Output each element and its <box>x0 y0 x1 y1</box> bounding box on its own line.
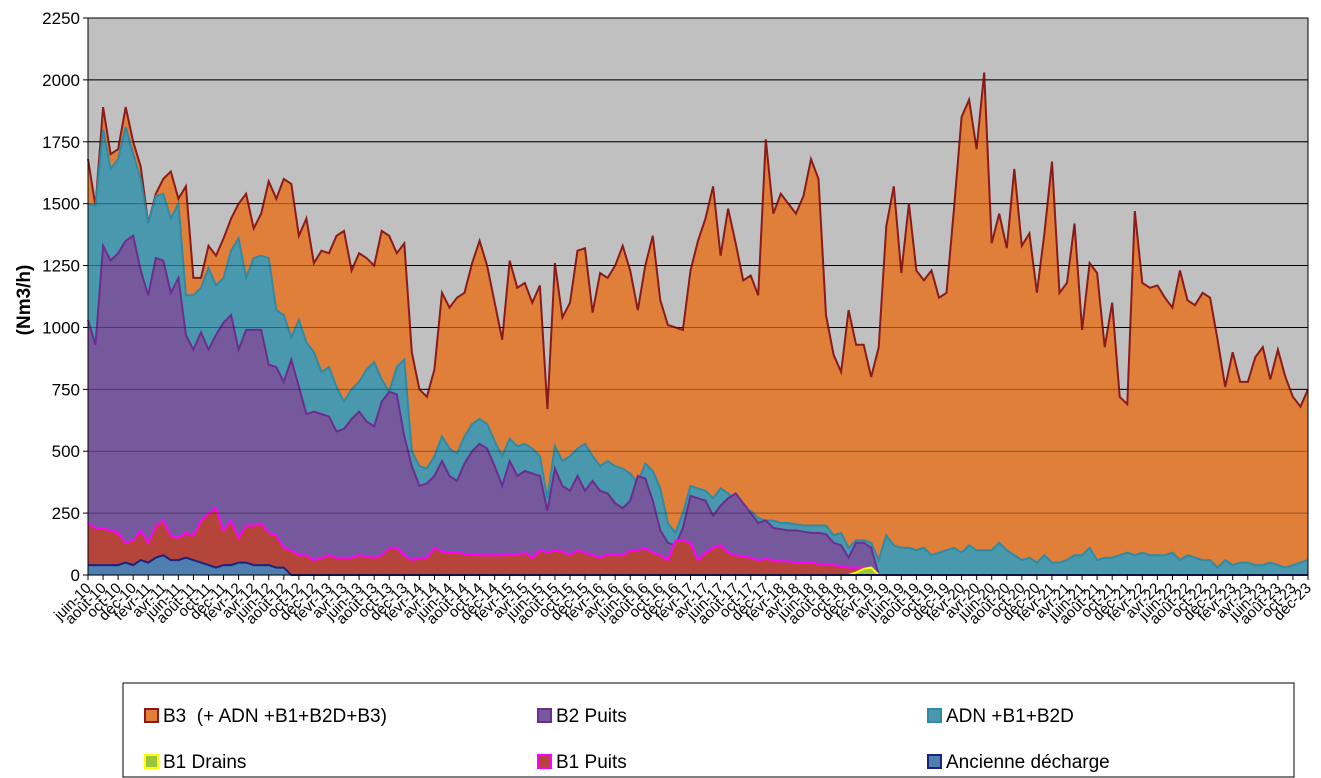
y-axis-label: (Nm3/h) <box>14 265 35 336</box>
legend-box <box>122 682 1295 778</box>
legend-label: ADN +B1+B2D <box>946 706 1074 727</box>
legend-swatch <box>144 708 159 723</box>
y-tick-label: 2250 <box>42 9 80 28</box>
y-tick-label: 2000 <box>42 71 80 90</box>
y-tick-label: 500 <box>52 442 80 461</box>
legend-swatch <box>144 754 159 769</box>
legend-swatch <box>537 754 552 769</box>
area <box>88 555 1308 575</box>
legend-label: B1 Puits <box>556 752 627 773</box>
area-line <box>87 72 1309 410</box>
y-tick-label: 1500 <box>42 195 80 214</box>
area-line <box>87 126 1309 570</box>
y-tick-label: 1250 <box>42 257 80 276</box>
area <box>88 508 1308 575</box>
y-tick-label: 250 <box>52 504 80 523</box>
y-tick-label: 0 <box>71 566 80 585</box>
legend-label: Ancienne décharge <box>946 752 1110 773</box>
y-tick-label: 1750 <box>42 133 80 152</box>
legend-swatch <box>927 754 942 769</box>
legend-label: B3 (+ ADN +B1+B2D+B3) <box>163 706 387 727</box>
area <box>88 235 1308 576</box>
legend-label: B2 Puits <box>556 706 627 727</box>
legend-label: B1 Drains <box>163 752 246 773</box>
y-tick-label: 750 <box>52 380 80 399</box>
legend-swatch <box>537 708 552 723</box>
y-tick-label: 1000 <box>42 318 80 337</box>
legend-swatch <box>927 708 942 723</box>
